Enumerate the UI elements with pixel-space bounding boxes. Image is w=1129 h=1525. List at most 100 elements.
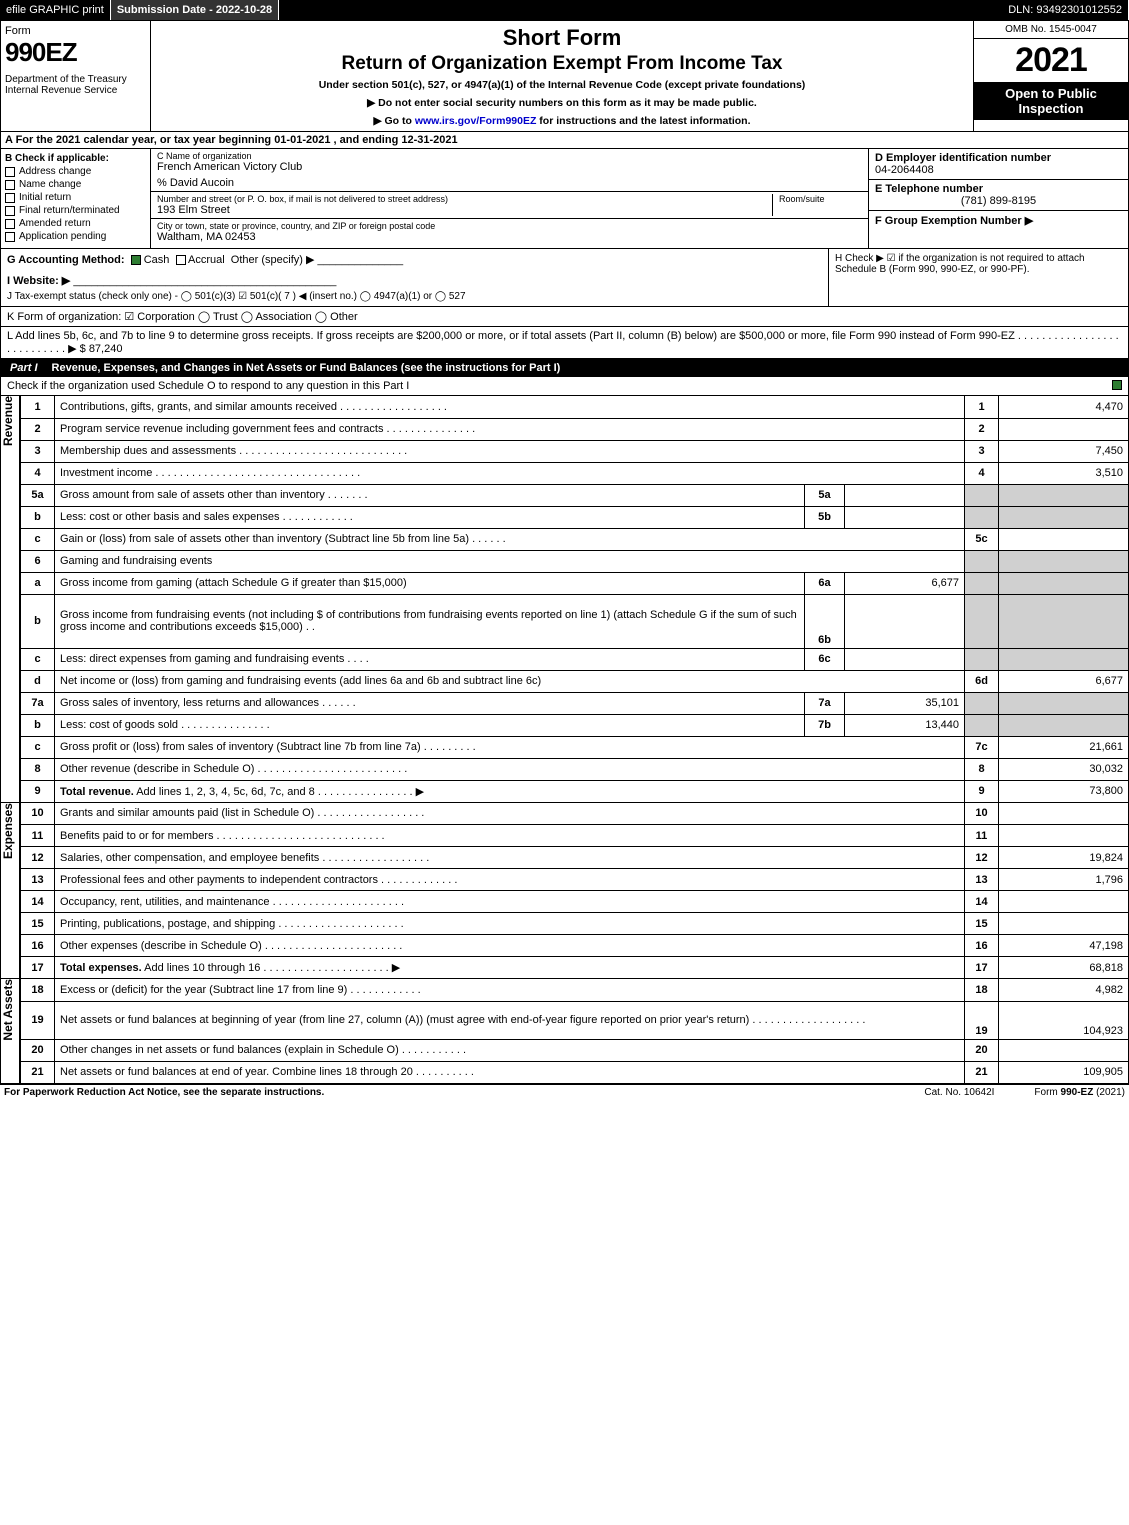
street-address: 193 Elm Street bbox=[157, 204, 772, 216]
line-13-desc: Professional fees and other payments to … bbox=[60, 874, 378, 886]
line-7c-desc: Gross profit or (loss) from sales of inv… bbox=[60, 741, 421, 753]
chk-address-change[interactable] bbox=[5, 167, 15, 177]
top-bar: efile GRAPHIC print Submission Date - 20… bbox=[0, 0, 1129, 20]
footer-left: For Paperwork Reduction Act Notice, see … bbox=[4, 1087, 884, 1098]
section-a: A For the 2021 calendar year, or tax yea… bbox=[0, 132, 1129, 149]
line-21-desc: Net assets or fund balances at end of ye… bbox=[60, 1066, 413, 1078]
lbl-initial-return: Initial return bbox=[19, 192, 71, 203]
line-9-val: 73,800 bbox=[999, 780, 1129, 802]
part1-label: Part I bbox=[6, 362, 42, 374]
line-14-val bbox=[999, 891, 1129, 913]
line-11-val bbox=[999, 825, 1129, 847]
efile-label: efile GRAPHIC print bbox=[0, 0, 111, 20]
revenue-table: 1Contributions, gifts, grants, and simil… bbox=[20, 396, 1129, 803]
lbl-accrual: Accrual bbox=[188, 254, 225, 266]
d-label: D Employer identification number bbox=[875, 152, 1122, 164]
care-of: % David Aucoin bbox=[157, 177, 862, 189]
dln: DLN: 93492301012552 bbox=[1002, 0, 1129, 20]
addr-label: Number and street (or P. O. box, if mail… bbox=[157, 194, 772, 204]
j-line: J Tax-exempt status (check only one) - ◯… bbox=[7, 291, 822, 302]
org-name: French American Victory Club bbox=[157, 161, 862, 173]
line-6b-sub: 6b bbox=[805, 594, 845, 648]
line-19-desc: Net assets or fund balances at beginning… bbox=[60, 1014, 749, 1026]
line-6c-sub: 6c bbox=[805, 648, 845, 670]
line-1-desc: Contributions, gifts, grants, and simila… bbox=[60, 401, 337, 413]
lbl-name-change: Name change bbox=[19, 179, 81, 190]
row-l: L Add lines 5b, 6c, and 7b to line 9 to … bbox=[0, 327, 1129, 359]
chk-initial-return[interactable] bbox=[5, 193, 15, 203]
line-a-text: A For the 2021 calendar year, or tax yea… bbox=[5, 134, 458, 146]
dept-label: Department of the Treasury Internal Reve… bbox=[5, 74, 146, 96]
footer-right: Form 990-EZ (2021) bbox=[1034, 1087, 1125, 1098]
submission-date: Submission Date - 2022-10-28 bbox=[111, 0, 279, 20]
irs-link[interactable]: www.irs.gov/Form990EZ bbox=[415, 115, 537, 127]
warn-goto: ▶ Go to www.irs.gov/Form990EZ for instru… bbox=[157, 115, 967, 127]
chk-schedule-o[interactable] bbox=[1112, 380, 1122, 390]
row-k: K Form of organization: ☑ Corporation ◯ … bbox=[0, 307, 1129, 327]
line-7b-desc: Less: cost of goods sold bbox=[60, 719, 178, 731]
form-number: 990EZ bbox=[5, 37, 146, 68]
line-20-desc: Other changes in net assets or fund bala… bbox=[60, 1044, 399, 1056]
line-8-val: 30,032 bbox=[999, 758, 1129, 780]
line-15-desc: Printing, publications, postage, and shi… bbox=[60, 918, 275, 930]
f-label: F Group Exemption Number ▶ bbox=[875, 215, 1033, 227]
netassets-section: Net Assets 18Excess or (deficit) for the… bbox=[0, 979, 1129, 1084]
line-9-bold: Total revenue. bbox=[60, 786, 134, 798]
line-12-desc: Salaries, other compensation, and employ… bbox=[60, 852, 319, 864]
vlabel-revenue: Revenue bbox=[1, 396, 15, 446]
part1-check-note: Check if the organization used Schedule … bbox=[0, 377, 1129, 396]
line-10-desc: Grants and similar amounts paid (list in… bbox=[60, 807, 314, 819]
form-label: Form bbox=[5, 25, 146, 37]
chk-accrual[interactable] bbox=[176, 255, 186, 265]
line-1-val: 4,470 bbox=[999, 396, 1129, 418]
line-5b-sub: 5b bbox=[805, 506, 845, 528]
warn-ssn: ▶ Do not enter social security numbers o… bbox=[157, 97, 967, 109]
chk-application-pending[interactable] bbox=[5, 232, 15, 242]
line-6a-subval: 6,677 bbox=[845, 572, 965, 594]
omb-number: OMB No. 1545-0047 bbox=[974, 21, 1128, 39]
line-10-val bbox=[999, 803, 1129, 825]
page-footer: For Paperwork Reduction Act Notice, see … bbox=[0, 1084, 1129, 1100]
line-4-desc: Investment income bbox=[60, 467, 152, 479]
lbl-amended-return: Amended return bbox=[19, 218, 91, 229]
line-6d-desc: Net income or (loss) from gaming and fun… bbox=[60, 675, 541, 687]
line-7b-subval: 13,440 bbox=[845, 714, 965, 736]
expenses-table: 10Grants and similar amounts paid (list … bbox=[20, 803, 1129, 980]
chk-cash[interactable] bbox=[131, 255, 141, 265]
chk-name-change[interactable] bbox=[5, 180, 15, 190]
part1-title: Revenue, Expenses, and Changes in Net As… bbox=[52, 362, 561, 374]
line-6-desc: Gaming and fundraising events bbox=[60, 555, 212, 567]
netassets-table: 18Excess or (deficit) for the year (Subt… bbox=[20, 979, 1129, 1084]
line-13-val: 1,796 bbox=[999, 869, 1129, 891]
line-17-val: 68,818 bbox=[999, 957, 1129, 979]
line-6c-subval bbox=[845, 648, 965, 670]
expenses-section: Expenses 10Grants and similar amounts pa… bbox=[0, 803, 1129, 980]
line-5c-val bbox=[999, 528, 1129, 550]
chk-final-return[interactable] bbox=[5, 206, 15, 216]
line-11-desc: Benefits paid to or for members bbox=[60, 830, 213, 842]
part1-check-text: Check if the organization used Schedule … bbox=[7, 380, 409, 392]
lbl-other: Other (specify) ▶ bbox=[231, 254, 315, 266]
line-17-bold: Total expenses. bbox=[60, 962, 142, 974]
h-box: H Check ▶ ☑ if the organization is not r… bbox=[828, 249, 1128, 306]
line-7a-sub: 7a bbox=[805, 692, 845, 714]
i-label: I Website: ▶ bbox=[7, 275, 70, 287]
row-bcdef: B Check if applicable: Address change Na… bbox=[0, 149, 1129, 249]
title-short-form: Short Form bbox=[157, 25, 967, 51]
line-6a-sub: 6a bbox=[805, 572, 845, 594]
col-b: B Check if applicable: Address change Na… bbox=[1, 149, 151, 248]
vlabel-expenses: Expenses bbox=[1, 803, 15, 859]
line-7b-sub: 7b bbox=[805, 714, 845, 736]
vlabel-netassets: Net Assets bbox=[1, 979, 15, 1041]
line-19-val: 104,923 bbox=[999, 1001, 1129, 1039]
ein-value: 04-2064408 bbox=[875, 164, 1122, 176]
line-3-val: 7,450 bbox=[999, 440, 1129, 462]
line-12-val: 19,824 bbox=[999, 847, 1129, 869]
chk-amended-return[interactable] bbox=[5, 219, 15, 229]
line-8-desc: Other revenue (describe in Schedule O) bbox=[60, 763, 254, 775]
line-14-desc: Occupancy, rent, utilities, and maintena… bbox=[60, 896, 270, 908]
form-header: Form 990EZ Department of the Treasury In… bbox=[0, 20, 1129, 132]
lbl-address-change: Address change bbox=[19, 166, 91, 177]
line-20-val bbox=[999, 1039, 1129, 1061]
lbl-cash: Cash bbox=[144, 254, 170, 266]
